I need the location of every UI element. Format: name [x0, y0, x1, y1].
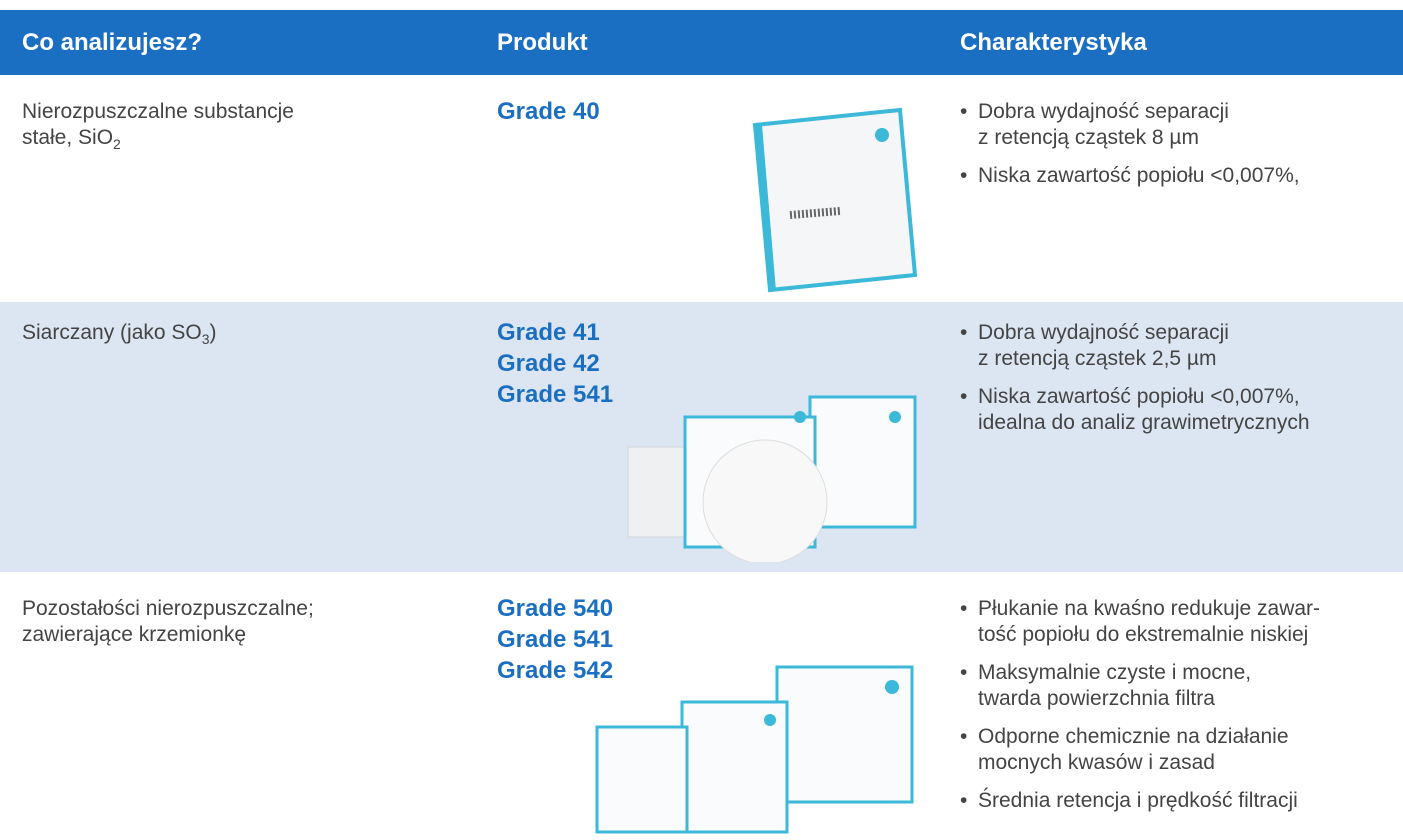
feature-bullet: Maksymalnie czyste i mocne, twarda powier… [960, 660, 1320, 712]
feature-line: Niska zawartość popiołu <0,007%, [978, 385, 1300, 408]
subject-line: zawierające krzemionkę [22, 622, 314, 648]
product-cell: Grade 41 Grade 42 Grade 541 [497, 317, 613, 410]
header-cell: Co analizujesz? [22, 29, 203, 56]
subject-line: Siarczany (jako SO3) [22, 320, 217, 352]
product-image [627, 395, 917, 562]
subscript: 3 [201, 331, 210, 348]
feature-line: mocnych kwasów i zasad [978, 751, 1215, 774]
feature-line: twarda powierzchnia filtra [978, 687, 1215, 710]
header-cell: Produkt [497, 29, 588, 56]
product-cell: Grade 540 Grade 541 Grade 542 [497, 593, 613, 686]
feature-line: Odporne chemicznie na działanie [978, 725, 1289, 748]
product-name: Grade 540 [497, 595, 614, 622]
feature-line: Średnia retencja i prędkość filtracji [978, 789, 1298, 812]
subject-text: Pozostałości nierozpuszczalne; [22, 597, 314, 620]
header-cell: Charakterystyka [960, 29, 1147, 56]
subject-cell: Pozostałości nierozpuszczalne; zawierając… [22, 596, 314, 648]
subject-line: Nierozpuszczalne substancje [22, 99, 294, 125]
product-name: Grade 542 [497, 657, 614, 684]
subject-text: Nierozpuszczalne substancje [22, 100, 294, 123]
feature-line: Dobra wydajność separacji [978, 100, 1229, 123]
table-row: Pozostałości nierozpuszczalne; zawierając… [0, 572, 1403, 840]
feature-bullet: Odporne chemicznie na działanie mocnych k… [960, 724, 1320, 776]
product-cell: Grade 40 [497, 96, 600, 127]
feature-line: Płukanie na kwaśno redukuje zawar- [978, 597, 1321, 620]
feature-line: idealna do analiz grawimetrycznych [978, 411, 1310, 434]
feature-line: z retencją cząstek 2,5 µm [978, 347, 1217, 370]
product-name: Grade 541 [497, 381, 614, 408]
subscript: 2 [113, 136, 121, 153]
table-row: Nierozpuszczalne substancje stałe, SiO2 Gr… [0, 75, 1403, 302]
feature-line: Niska zawartość popiołu <0,007%, [978, 164, 1300, 187]
product-name: Grade 40 [497, 98, 600, 125]
feature-cell: Płukanie na kwaśno redukuje zawar-tość p… [960, 596, 1320, 826]
subject-cell: Siarczany (jako SO3) [22, 320, 217, 352]
subject-text: zawierające krzemionkę [22, 623, 247, 646]
subject-text: stałe, SiO [22, 126, 114, 149]
product-name: Grade 42 [497, 350, 600, 377]
feature-bullet: Średnia retencja i prędkość filtracji [960, 788, 1320, 814]
subject-text: ) [209, 321, 217, 344]
feature-line: z retencją cząstek 8 µm [978, 126, 1200, 149]
feature-bullet: Niska zawartość popiołu <0,007%, idealna … [960, 384, 1310, 436]
subject-line: Pozostałości nierozpuszczalne; [22, 596, 314, 622]
feature-bullet: Dobra wydajność separacji z retencją cząs… [960, 99, 1300, 151]
feature-cell: Dobra wydajność separacji z retencją cząs… [960, 99, 1300, 201]
product-name: Grade 41 [497, 319, 600, 346]
product-image [595, 665, 914, 834]
table-header: Co analizujesz? Produkt Charakterystyka [0, 10, 1403, 75]
feature-cell: Dobra wydajność separacji z retencją cząs… [960, 320, 1310, 448]
product-name: Grade 541 [497, 626, 614, 653]
feature-line: Maksymalnie czyste i mocne, [978, 661, 1252, 684]
feature-bullet: Dobra wydajność separacji z retencją cząs… [960, 320, 1310, 372]
subject-text: Siarczany (jako SO [22, 321, 202, 344]
subject-cell: Nierozpuszczalne substancje stałe, SiO2 [22, 99, 294, 157]
feature-bullet: Płukanie na kwaśno redukuje zawar-tość p… [960, 596, 1320, 648]
feature-line: Dobra wydajność separacji [978, 321, 1229, 344]
feature-bullet: Niska zawartość popiołu <0,007%, [960, 163, 1300, 189]
table-row: Siarczany (jako SO3) Grade 41 Grade 42 Grad… [0, 302, 1403, 572]
subject-line: stałe, SiO2 [22, 125, 294, 157]
feature-line: tość popiołu do ekstremalnie niskiej [978, 623, 1309, 646]
product-image [752, 107, 918, 293]
